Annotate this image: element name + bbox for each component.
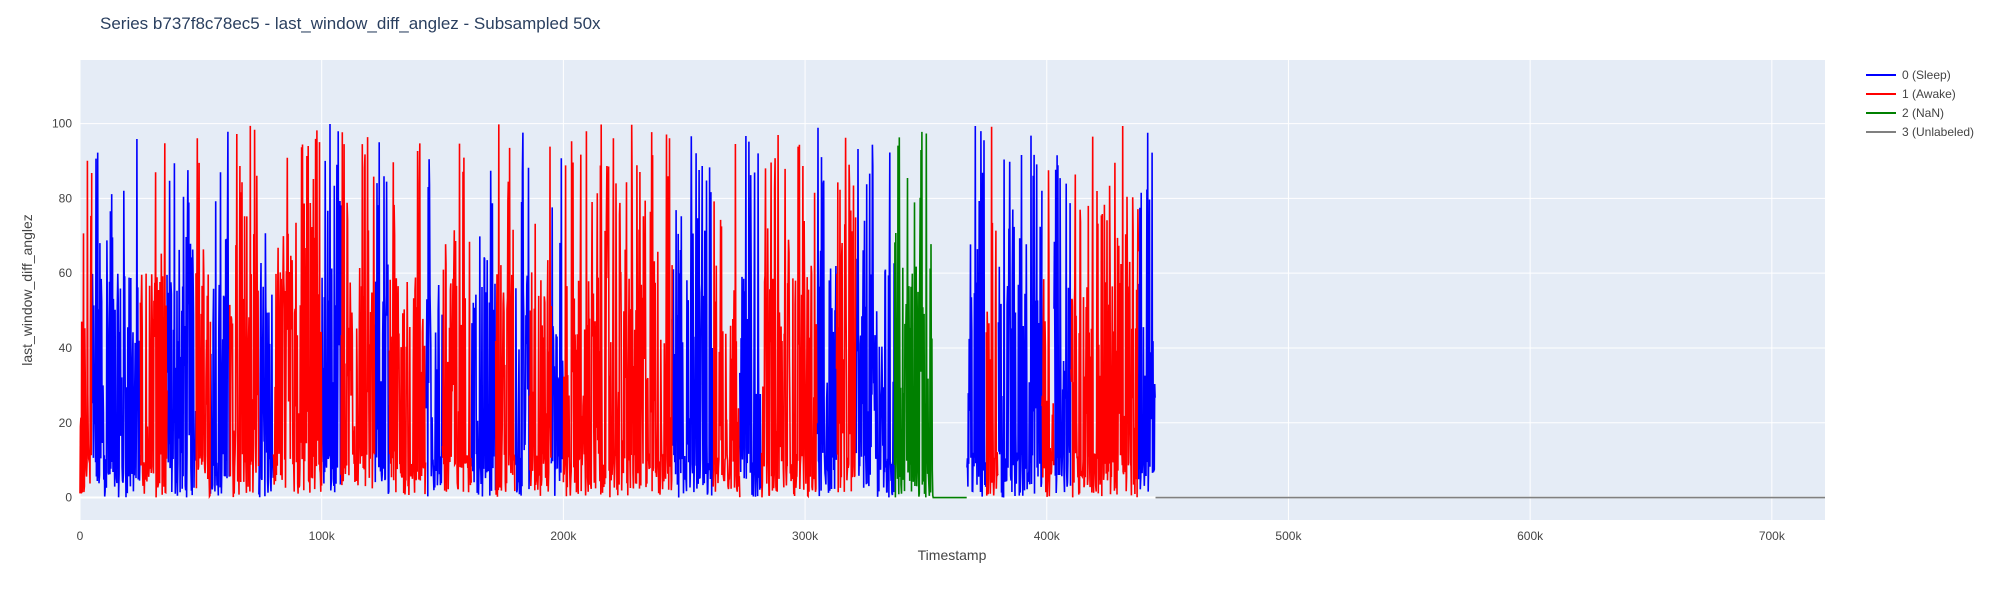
x-tick-label: 400k	[1034, 529, 1061, 543]
series-line	[272, 130, 323, 494]
legend-item-label[interactable]: 2 (NaN)	[1902, 106, 1944, 120]
series-0	[91, 123, 1156, 498]
y-tick-label: 20	[59, 416, 73, 430]
legend-item-label[interactable]: 1 (Awake)	[1902, 87, 1956, 101]
series-line	[424, 159, 443, 497]
legend-item-label[interactable]: 3 (Unlabeled)	[1902, 125, 1974, 139]
series-line	[258, 233, 274, 498]
x-axis-ticks: 0 100k 200k 300k 400k 500k 600k 700k	[77, 529, 1786, 543]
y-tick-label: 100	[52, 117, 72, 131]
y-tick-label: 40	[59, 341, 73, 355]
series-line	[550, 158, 564, 496]
series-line	[893, 131, 967, 499]
series-line	[1041, 170, 1055, 497]
x-tick-label: 700k	[1759, 529, 1786, 543]
series-line	[494, 124, 516, 497]
series-line	[79, 160, 93, 494]
series-line	[320, 123, 342, 493]
y-axis-ticks: 0 20 40 60 80 100	[52, 117, 72, 505]
series-line	[997, 135, 1043, 498]
series-line	[1137, 132, 1156, 492]
series-line	[1053, 155, 1072, 494]
legend: 0 (Sleep) 1 (Awake) 2 (NaN) 3 (Unlabeled)	[1866, 68, 1974, 139]
x-tick-label: 0	[77, 529, 84, 543]
series-line	[514, 132, 531, 496]
series-line	[229, 125, 260, 498]
series-line	[985, 126, 999, 496]
series-line	[374, 142, 390, 494]
series-line	[340, 132, 376, 489]
x-tick-label: 200k	[550, 529, 577, 543]
series-line	[760, 134, 818, 499]
series-line	[139, 143, 168, 498]
series-line	[166, 163, 197, 498]
y-tick-label: 80	[59, 191, 73, 205]
series-2	[893, 131, 967, 499]
series-lines	[79, 123, 1825, 500]
chart-title: Series b737f8c78ec5 - last_window_diff_a…	[100, 14, 601, 33]
series-line	[671, 136, 714, 498]
series-line	[966, 125, 987, 497]
x-tick-label: 100k	[309, 529, 336, 543]
series-line	[562, 124, 673, 498]
series-1	[79, 124, 1140, 500]
y-axis-title: last_window_diff_anglez	[19, 214, 35, 366]
x-tick-label: 300k	[792, 529, 819, 543]
series-line	[855, 144, 895, 498]
series-line	[91, 138, 142, 498]
series-line	[816, 127, 838, 497]
series-line	[712, 143, 741, 498]
series-line	[835, 137, 857, 493]
x-axis-title: Timestamp	[918, 547, 987, 563]
legend-item-label[interactable]: 0 (Sleep)	[1902, 68, 1951, 82]
x-tick-label: 500k	[1275, 529, 1302, 543]
y-tick-label: 60	[59, 266, 73, 280]
series-line	[470, 170, 497, 497]
y-tick-label: 0	[65, 491, 72, 505]
series-line	[1070, 125, 1140, 498]
series-line	[441, 143, 472, 493]
x-tick-label: 600k	[1517, 529, 1544, 543]
series-line	[209, 131, 231, 496]
series-line	[739, 135, 762, 497]
series-line	[195, 138, 212, 500]
series-line	[528, 146, 553, 496]
series-line	[388, 143, 427, 496]
